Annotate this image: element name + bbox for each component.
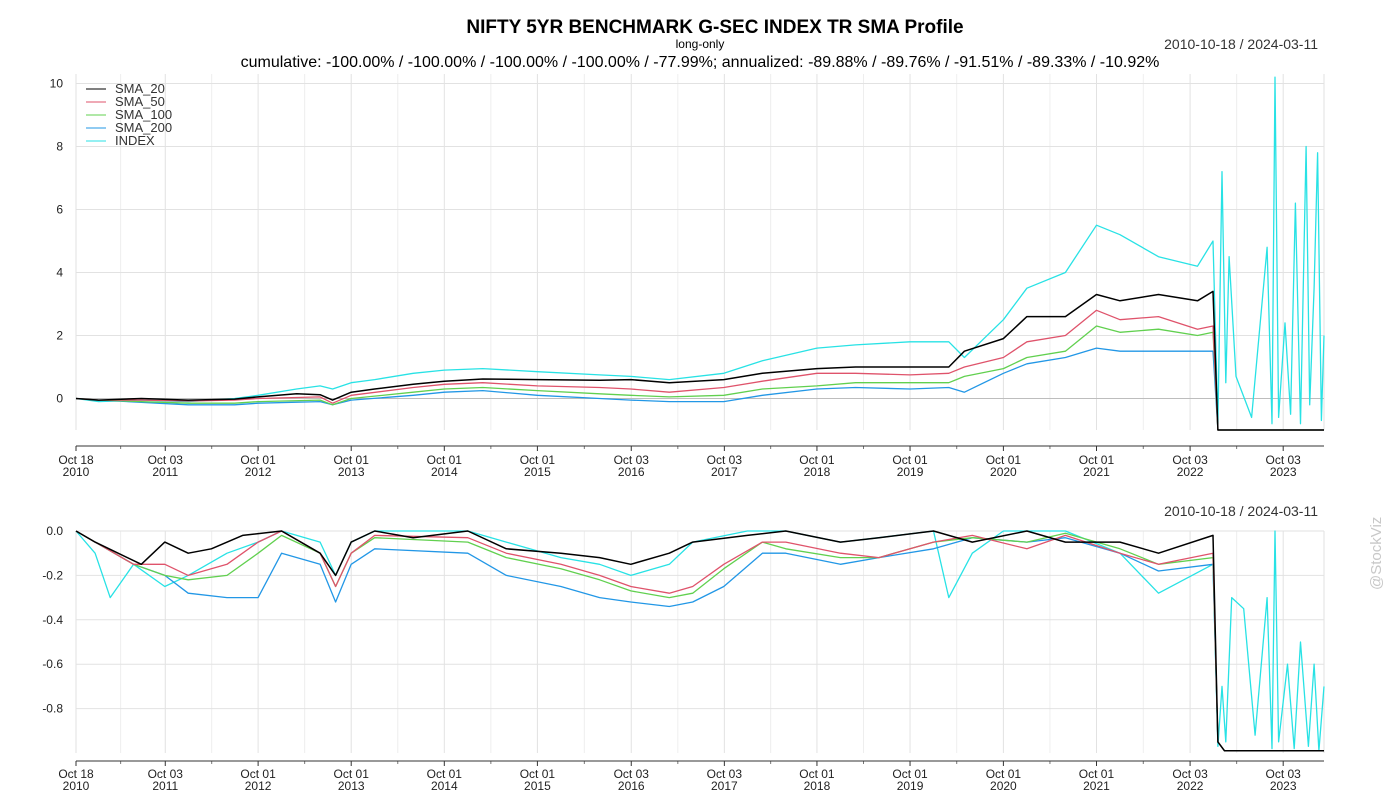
y-tick-label: -0.2 <box>42 568 63 582</box>
x-tick-label: Oct 01 <box>427 767 463 781</box>
series-line-sma-20 <box>75 530 1324 752</box>
performance-stats: cumulative: -100.00% / -100.00% / -100.0… <box>240 54 1160 71</box>
series-line-sma-50 <box>75 530 1324 752</box>
legend-label: INDEX <box>115 133 155 148</box>
x-tick-year: 2010 <box>63 779 90 793</box>
y-tick-label: 2 <box>56 328 63 342</box>
x-tick-label: Oct 01 <box>1079 767 1115 781</box>
x-tick-year: 2023 <box>1270 779 1297 793</box>
series-line-index <box>75 76 1325 425</box>
x-tick-label: Oct 03 <box>1172 453 1208 467</box>
x-tick-label: Oct 01 <box>520 767 556 781</box>
x-tick-label: Oct 03 <box>614 453 650 467</box>
x-tick-label: Oct 01 <box>240 453 276 467</box>
x-tick-year: 2010 <box>63 465 90 479</box>
legend-label: SMA_200 <box>115 120 172 135</box>
y-tick-label: 8 <box>56 139 63 153</box>
x-tick-year: 2014 <box>431 779 458 793</box>
y-tick-label: -0.4 <box>42 613 63 627</box>
x-tick-year: 2021 <box>1083 779 1110 793</box>
x-tick-year: 2017 <box>711 779 738 793</box>
x-tick-year: 2018 <box>804 779 831 793</box>
x-tick-label: Oct 03 <box>707 767 743 781</box>
y-tick-label: -0.6 <box>42 657 63 671</box>
x-tick-label: Oct 01 <box>520 453 556 467</box>
x-tick-label: Oct 03 <box>707 453 743 467</box>
date-range-top: 2010-10-18 / 2024-03-11 <box>1164 36 1318 52</box>
x-tick-label: Oct 18 <box>58 453 94 467</box>
x-tick-year: 2012 <box>245 779 272 793</box>
series-line-sma-100 <box>75 325 1324 431</box>
x-tick-year: 2022 <box>1177 465 1204 479</box>
x-tick-year: 2022 <box>1177 779 1204 793</box>
x-tick-year: 2019 <box>897 465 924 479</box>
series-line-sma-100 <box>75 530 1324 752</box>
x-tick-label: Oct 18 <box>58 767 94 781</box>
x-tick-label: Oct 01 <box>799 767 835 781</box>
legend-label: SMA_50 <box>115 94 165 109</box>
series-line-index <box>75 530 1325 752</box>
x-tick-label: Oct 01 <box>892 767 928 781</box>
y-tick-label: 4 <box>56 265 63 279</box>
y-tick-label: 10 <box>50 76 64 90</box>
x-tick-label: Oct 03 <box>1266 453 1302 467</box>
x-tick-year: 2011 <box>152 465 178 479</box>
chart-subtitle: long-only <box>675 37 725 51</box>
x-tick-year: 2018 <box>804 465 831 479</box>
x-tick-label: Oct 01 <box>240 767 276 781</box>
series-line-sma-200 <box>75 347 1324 431</box>
x-tick-year: 2013 <box>338 779 365 793</box>
y-tick-label: 0.0 <box>46 524 63 538</box>
x-tick-year: 2017 <box>711 465 738 479</box>
x-tick-label: Oct 01 <box>986 453 1022 467</box>
chart-title: NIFTY 5YR BENCHMARK G-SEC INDEX TR SMA P… <box>466 17 964 38</box>
x-tick-year: 2016 <box>618 465 645 479</box>
y-tick-label: -0.8 <box>42 702 63 716</box>
series-line-sma-200 <box>75 530 1324 752</box>
x-tick-label: Oct 01 <box>334 767 370 781</box>
x-tick-label: Oct 01 <box>892 453 928 467</box>
x-tick-label: Oct 01 <box>799 453 835 467</box>
y-tick-label: 0 <box>56 391 63 405</box>
x-tick-label: Oct 01 <box>1079 453 1115 467</box>
x-tick-label: Oct 01 <box>986 767 1022 781</box>
x-tick-label: Oct 03 <box>614 767 650 781</box>
x-tick-label: Oct 03 <box>148 453 184 467</box>
date-range-bottom: 2010-10-18 / 2024-03-11 <box>1164 503 1318 519</box>
series-line-sma-20 <box>75 290 1324 431</box>
x-tick-year: 2015 <box>524 465 551 479</box>
x-tick-label: Oct 03 <box>1266 767 1302 781</box>
series-line-sma-50 <box>75 309 1324 431</box>
x-tick-label: Oct 03 <box>148 767 184 781</box>
legend-label: SMA_100 <box>115 107 172 122</box>
x-tick-year: 2020 <box>990 779 1017 793</box>
x-tick-year: 2012 <box>245 465 272 479</box>
x-tick-year: 2023 <box>1270 465 1297 479</box>
x-tick-year: 2019 <box>897 779 924 793</box>
y-tick-label: 6 <box>56 202 63 216</box>
x-tick-year: 2014 <box>431 465 458 479</box>
x-tick-label: Oct 01 <box>334 453 370 467</box>
x-tick-year: 2021 <box>1083 465 1110 479</box>
x-tick-year: 2013 <box>338 465 365 479</box>
x-tick-year: 2011 <box>152 779 178 793</box>
x-tick-year: 2016 <box>618 779 645 793</box>
x-tick-label: Oct 03 <box>1172 767 1208 781</box>
x-tick-label: Oct 01 <box>427 453 463 467</box>
legend-label: SMA_20 <box>115 81 165 96</box>
x-tick-year: 2020 <box>990 465 1017 479</box>
x-tick-year: 2015 <box>524 779 551 793</box>
